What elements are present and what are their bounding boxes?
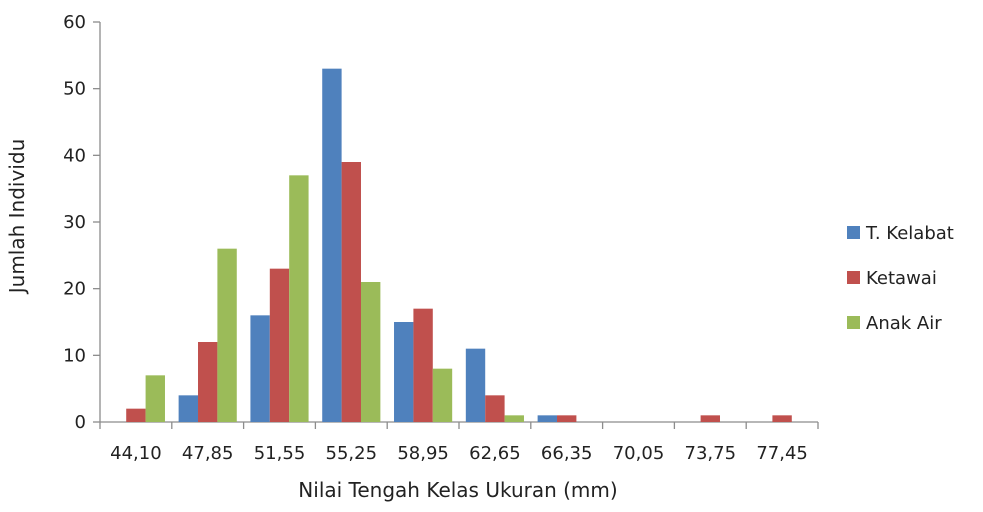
legend-label: T. Kelabat: [865, 223, 954, 244]
bar-anak-air-0: [145, 375, 165, 422]
y-ticks: 0 10 20 30 40 50 60: [63, 12, 100, 433]
bar-ketawai-3: [341, 162, 361, 422]
bar-ketawai-0: [126, 408, 146, 422]
y-tick-label: 10: [63, 345, 86, 366]
bar-anak-air-3: [360, 282, 381, 422]
legend-swatch: [847, 316, 860, 329]
x-tick-label: 58,95: [397, 443, 449, 464]
x-ticks: 44,10 47,85 51,55 55,25 58,95 62,65 66,35 70,05…: [99, 422, 819, 464]
bar-anak-air-4: [432, 368, 453, 422]
x-tick-label: 44,10: [110, 443, 162, 464]
y-tick-label: 40: [63, 145, 86, 166]
bar-ketawai-2: [269, 268, 290, 422]
x-tick-label: 55,25: [326, 443, 378, 464]
y-tick-label: 20: [63, 279, 86, 300]
legend-label: Anak Air: [866, 313, 942, 334]
x-axis-title: Nilai Tengah Kelas Ukuran (mm): [298, 478, 617, 502]
bar-ketawai-4: [413, 308, 433, 422]
bar-t-kelabat-2: [250, 315, 270, 422]
x-tick-label: 47,85: [182, 443, 234, 464]
x-tick-label: 66,35: [541, 443, 593, 464]
bar-t-kelabat-1: [178, 395, 199, 422]
bar-t-kelabat-6: [537, 415, 558, 422]
legend-swatch: [847, 226, 860, 239]
legend: T. Kelabat Ketawai Anak Air: [847, 223, 954, 334]
bar-anak-air-5: [504, 415, 524, 422]
x-tick-label: 62,65: [469, 443, 521, 464]
y-axis-title: Jumlah Individu: [5, 139, 29, 296]
bar-anak-air-2: [289, 175, 309, 422]
y-tick-label: 30: [63, 212, 86, 233]
bar-ketawai-6: [557, 415, 577, 422]
bar-t-kelabat-3: [322, 68, 342, 423]
x-tick-label: 70,05: [613, 443, 665, 464]
legend-label: Ketawai: [866, 268, 937, 289]
y-tick-label: 50: [63, 79, 86, 100]
x-tick-label: 51,55: [254, 443, 306, 464]
x-tick-label: 77,45: [756, 443, 808, 464]
legend-swatch: [847, 271, 860, 284]
bar-anak-air-1: [217, 248, 237, 422]
bar-ketawai-5: [485, 395, 505, 422]
bar-ketawai-1: [198, 342, 218, 422]
bar-t-kelabat-4: [394, 322, 414, 422]
bar-ketawai-9: [772, 415, 792, 422]
y-tick-label: 60: [63, 12, 86, 33]
bar-ketawai-8: [700, 415, 720, 422]
y-tick-label: 0: [75, 412, 86, 433]
bars: [126, 68, 792, 423]
x-tick-label: 73,75: [685, 443, 737, 464]
bar-t-kelabat-5: [465, 348, 486, 422]
